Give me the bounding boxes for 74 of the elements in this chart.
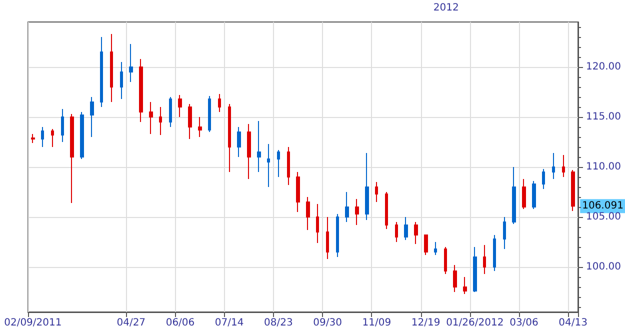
candlestick [355, 198, 359, 226]
y-tick-label: 105.00 [586, 212, 621, 222]
candlestick [375, 182, 378, 202]
candlestick [228, 104, 231, 172]
y-tick-label: 120.00 [586, 62, 621, 72]
candlestick [345, 192, 349, 222]
candlestick [90, 96, 94, 138]
candlestick [277, 150, 280, 178]
x-tick-label: 08/23 [264, 318, 293, 328]
candlestick [237, 126, 241, 158]
x-tick-label: 07/14 [214, 318, 244, 328]
candlestick [512, 166, 516, 224]
x-tick-label: 12/19 [411, 318, 440, 328]
candlestick [404, 216, 408, 240]
candlestick [552, 152, 555, 180]
candlestick [296, 172, 300, 212]
candlestick [80, 112, 84, 160]
candlestick [532, 180, 536, 210]
candlestick [100, 36, 103, 108]
candlestick [139, 58, 143, 122]
x-tick-label: 03/06 [510, 318, 538, 328]
x-tick-label: 06/06 [166, 318, 195, 328]
candlestick [522, 178, 526, 210]
candlestick [178, 94, 182, 118]
x-tick-label: 02/09/2011 [4, 318, 62, 328]
candlestick [385, 192, 388, 230]
candlestick [120, 62, 123, 100]
candlestick [571, 170, 575, 212]
candlestick [257, 120, 261, 172]
y-tick-label: 110.00 [586, 162, 621, 172]
candlestick [483, 244, 486, 274]
candlestick [159, 106, 162, 136]
candlestick [434, 242, 437, 256]
x-tick-label: 11/09 [362, 318, 392, 328]
candlestick [287, 146, 290, 186]
y-tick-label: 100.00 [586, 262, 621, 272]
candlestick [424, 234, 428, 256]
candlestick [414, 222, 418, 244]
candlestick [247, 124, 251, 180]
candlestick [306, 196, 310, 230]
candlestick [188, 104, 192, 140]
candlestick [129, 44, 133, 82]
candlestick [444, 246, 447, 274]
candlestick [365, 152, 369, 220]
candlestick [463, 276, 467, 294]
candlestick [503, 216, 506, 250]
x-tick-label: 09/30 [313, 318, 342, 328]
candlestick [218, 94, 221, 112]
x-tick-label: 04/27 [116, 318, 146, 328]
candlestick [208, 96, 211, 132]
x-tick-label: 04/13 [558, 318, 588, 328]
candlestick [61, 108, 64, 142]
candlestick [110, 34, 113, 102]
candlestick [493, 234, 496, 272]
candlestick [41, 126, 44, 148]
candlestick [149, 102, 153, 134]
candlestick [70, 114, 74, 204]
candlestick [31, 134, 35, 144]
candlestick [542, 168, 545, 190]
y-tick-label: 115.00 [586, 112, 621, 122]
candlestick [326, 216, 329, 260]
candlestick [395, 222, 398, 242]
x-tick-label: 01/26/2012 [446, 318, 504, 328]
candlestick [198, 116, 202, 138]
annotation: 106.091 [582, 200, 624, 212]
candlestick [267, 144, 270, 188]
candlestick [316, 204, 319, 244]
candlestick [473, 246, 477, 292]
candlestick [336, 214, 339, 258]
candlestick [562, 154, 565, 178]
candlestick [51, 128, 54, 148]
candlestick [453, 264, 457, 292]
text: 2012 [433, 2, 459, 14]
candlestick [169, 96, 172, 128]
